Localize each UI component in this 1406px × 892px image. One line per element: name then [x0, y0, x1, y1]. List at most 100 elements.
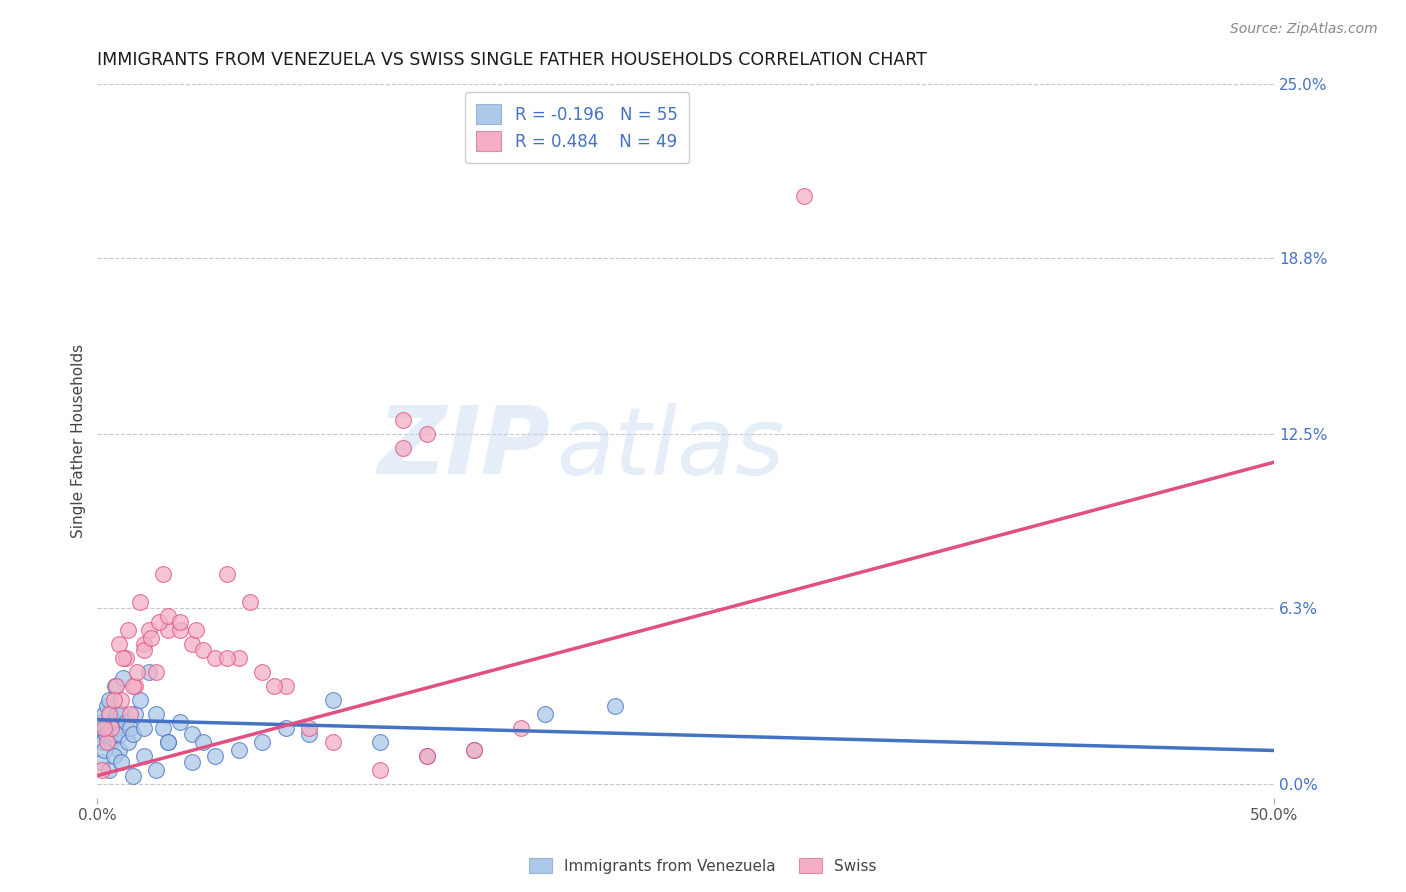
Point	[90, 721, 112, 735]
Point	[103, 693, 125, 707]
Point	[128, 693, 150, 707]
Point	[145, 763, 167, 777]
Point	[114, 651, 136, 665]
Point	[180, 637, 202, 651]
Point	[89, 726, 111, 740]
Point	[298, 726, 321, 740]
Point	[156, 735, 179, 749]
Point	[793, 189, 815, 203]
Point	[93, 743, 115, 757]
Point	[112, 671, 135, 685]
Point	[117, 623, 139, 637]
Point	[114, 715, 136, 730]
Point	[138, 665, 160, 679]
Point	[368, 735, 391, 749]
Text: Source: ZipAtlas.com: Source: ZipAtlas.com	[1230, 22, 1378, 37]
Legend: Immigrants from Venezuela, Swiss: Immigrants from Venezuela, Swiss	[523, 852, 883, 880]
Point	[204, 651, 226, 665]
Point	[98, 763, 121, 777]
Point	[110, 707, 132, 722]
Point	[392, 413, 415, 427]
Point	[105, 707, 128, 722]
Point	[91, 763, 114, 777]
Point	[193, 735, 215, 749]
Point	[239, 595, 262, 609]
Point	[138, 623, 160, 637]
Point	[228, 651, 250, 665]
Point	[463, 743, 485, 757]
Point	[120, 707, 142, 722]
Point	[97, 721, 120, 735]
Point	[169, 615, 191, 629]
Point	[169, 623, 191, 637]
Point	[120, 721, 142, 735]
Point	[94, 726, 117, 740]
Point	[121, 726, 143, 740]
Point	[416, 427, 439, 442]
Point	[322, 693, 344, 707]
Point	[124, 679, 146, 693]
Point	[510, 721, 533, 735]
Point	[98, 693, 121, 707]
Point	[193, 642, 215, 657]
Point	[416, 749, 439, 764]
Point	[100, 735, 122, 749]
Point	[134, 721, 156, 735]
Point	[141, 632, 163, 646]
Point	[156, 735, 179, 749]
Point	[215, 567, 238, 582]
Point	[156, 609, 179, 624]
Point	[250, 665, 273, 679]
Legend: R = -0.196   N = 55, R = 0.484    N = 49: R = -0.196 N = 55, R = 0.484 N = 49	[465, 93, 689, 163]
Point	[145, 707, 167, 722]
Point	[463, 743, 485, 757]
Point	[112, 651, 135, 665]
Point	[117, 735, 139, 749]
Point	[169, 715, 191, 730]
Point	[103, 749, 125, 764]
Point	[186, 623, 208, 637]
Point	[127, 665, 149, 679]
Point	[105, 679, 128, 693]
Point	[104, 679, 127, 693]
Point	[96, 698, 118, 713]
Point	[98, 707, 121, 722]
Point	[107, 743, 129, 757]
Point	[91, 735, 114, 749]
Point	[100, 721, 122, 735]
Point	[101, 715, 124, 730]
Point	[215, 651, 238, 665]
Point	[128, 595, 150, 609]
Point	[134, 749, 156, 764]
Point	[152, 567, 174, 582]
Point	[416, 749, 439, 764]
Point	[180, 755, 202, 769]
Point	[134, 637, 156, 651]
Point	[110, 755, 132, 769]
Point	[392, 441, 415, 455]
Point	[103, 726, 125, 740]
Point	[91, 755, 114, 769]
Point	[148, 615, 170, 629]
Point	[152, 721, 174, 735]
Point	[298, 721, 321, 735]
Point	[263, 679, 285, 693]
Point	[110, 693, 132, 707]
Point	[605, 698, 627, 713]
Point	[105, 721, 128, 735]
Point	[156, 623, 179, 637]
Point	[121, 679, 143, 693]
Point	[180, 726, 202, 740]
Point	[145, 665, 167, 679]
Point	[96, 735, 118, 749]
Point	[134, 642, 156, 657]
Point	[107, 637, 129, 651]
Y-axis label: Single Father Households: Single Father Households	[72, 344, 86, 538]
Point	[250, 735, 273, 749]
Point	[124, 707, 146, 722]
Point	[322, 735, 344, 749]
Point	[204, 749, 226, 764]
Text: ZIP: ZIP	[378, 402, 551, 494]
Point	[274, 721, 297, 735]
Point	[228, 743, 250, 757]
